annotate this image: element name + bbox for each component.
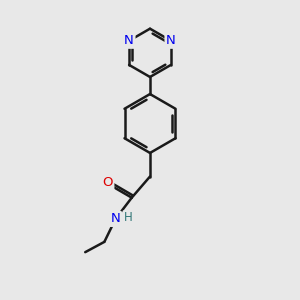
Text: H: H <box>124 211 132 224</box>
Text: N: N <box>111 212 120 225</box>
Text: O: O <box>102 176 113 190</box>
Text: N: N <box>124 34 134 47</box>
Text: N: N <box>166 34 176 47</box>
